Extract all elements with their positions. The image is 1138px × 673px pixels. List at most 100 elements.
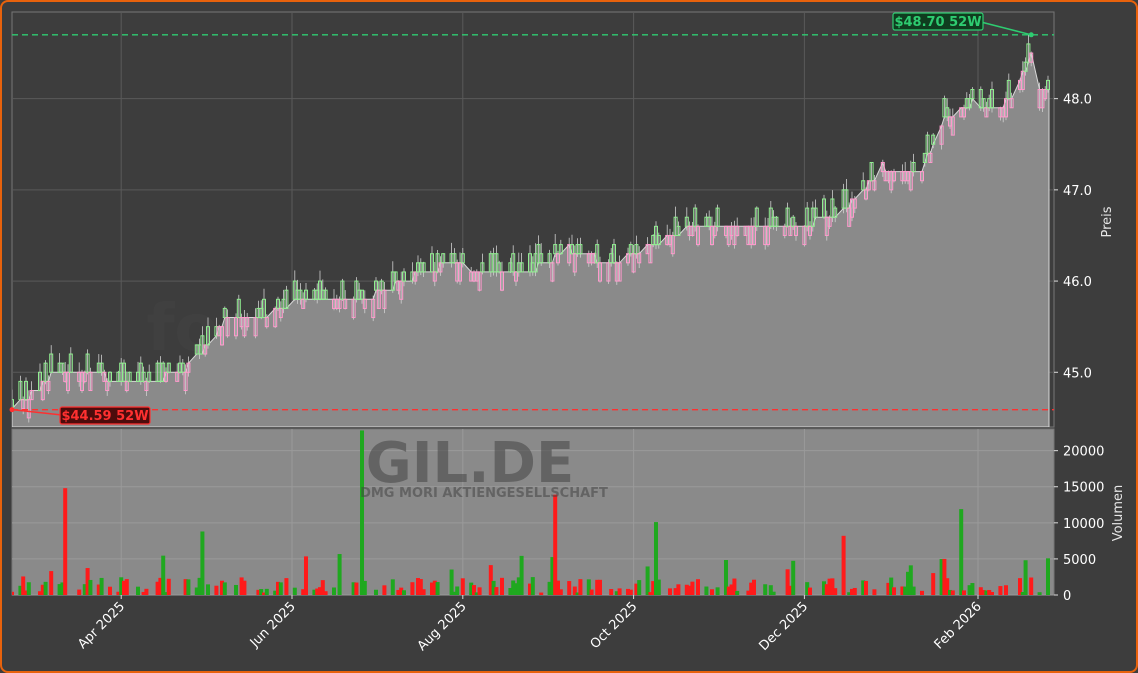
volume-bar	[141, 591, 146, 595]
volume-bar	[626, 588, 630, 595]
volume-bar	[21, 576, 26, 595]
volume-bar	[323, 591, 328, 595]
y-tick-label: 5000	[1063, 553, 1096, 568]
candle-body	[1004, 98, 1008, 118]
candle-body	[284, 289, 289, 309]
volume-bar	[903, 586, 908, 595]
candle-body	[222, 307, 227, 319]
candle-body	[124, 380, 129, 392]
candle-body	[278, 307, 283, 319]
candle-body	[430, 253, 434, 273]
volume-bar	[648, 592, 653, 595]
volume-bar	[200, 531, 205, 595]
candle-body	[693, 207, 698, 227]
volume-bar	[57, 584, 62, 595]
volume-bar	[687, 585, 692, 595]
volume-bar	[449, 569, 454, 595]
candle-body	[141, 371, 146, 382]
candle-body	[432, 271, 437, 282]
candle-body	[1023, 61, 1028, 72]
candle-body	[460, 253, 465, 264]
volume-bar	[360, 430, 364, 595]
volume-bar	[791, 560, 796, 595]
y-tick-label: 48.0	[1063, 93, 1092, 108]
volume-bar	[452, 591, 457, 595]
volume-bar	[785, 569, 790, 595]
candle-body	[40, 380, 45, 401]
candle-body	[273, 307, 278, 328]
candle-body	[676, 225, 681, 236]
candle-body	[598, 262, 602, 282]
volume-bar	[259, 589, 264, 595]
volume-bar	[292, 587, 297, 595]
volume-bar	[864, 580, 868, 595]
candle-body	[595, 244, 600, 264]
candle-body	[12, 399, 14, 410]
volume-bar	[337, 554, 342, 595]
candle-body	[399, 280, 404, 300]
volume-bar	[528, 583, 532, 595]
volume-bar	[788, 585, 793, 595]
volume-bar	[684, 584, 689, 595]
candle-body	[945, 107, 950, 118]
volume-bar	[304, 556, 308, 595]
candle-body	[735, 225, 740, 236]
volume-bar	[808, 587, 812, 595]
volume-bar	[416, 578, 420, 595]
candle-body	[827, 216, 832, 227]
price-y-axis: 45.0 46.0 47.0 48.0	[1054, 93, 1092, 381]
volume-bar	[578, 579, 583, 595]
watermark-ticker: GIL.DE	[366, 431, 575, 496]
volume-bar	[978, 587, 983, 595]
volume-bar	[234, 584, 238, 595]
volume-bar	[318, 587, 322, 595]
candle-body	[922, 152, 927, 163]
volume-bar	[676, 584, 681, 595]
volume-bar	[262, 592, 266, 595]
volume-bar	[654, 522, 658, 595]
candle-body	[477, 271, 482, 291]
volume-bar	[351, 582, 356, 595]
candle-body	[911, 161, 916, 173]
volume-panel	[11, 428, 1055, 596]
candle-body	[26, 399, 31, 419]
volume-bar	[645, 566, 650, 595]
y-tick-label: 15000	[1063, 481, 1104, 496]
candle-body	[931, 134, 936, 145]
candle-body	[808, 225, 812, 236]
candle-body	[234, 317, 238, 337]
volume-bar	[276, 581, 280, 595]
annotation-arrow	[11, 408, 63, 416]
volume-bar	[108, 586, 112, 595]
volume-bar	[586, 579, 591, 595]
annotation-point	[9, 407, 15, 413]
volume-bar	[99, 577, 104, 595]
volume-bar	[24, 590, 28, 595]
volume-bars	[12, 430, 1050, 595]
volume-bar	[656, 579, 661, 595]
candle-body	[108, 371, 112, 382]
volume-y-axis: 0 5000 10000 15000 20000	[1054, 445, 1104, 604]
volume-bar	[861, 580, 866, 595]
candle-body	[276, 298, 280, 309]
volume-bar	[332, 587, 336, 595]
volume-bar	[194, 587, 199, 595]
candle-body	[631, 253, 636, 273]
candle-body	[262, 298, 266, 319]
candle-body	[253, 317, 258, 337]
volume-bar	[88, 579, 93, 595]
volume-bar	[530, 577, 535, 595]
volume-bar	[222, 582, 227, 595]
volume-bar	[435, 582, 440, 595]
candle-body	[626, 253, 630, 264]
volume-bar	[164, 592, 168, 595]
candle-body	[754, 207, 759, 227]
volume-bar	[421, 589, 426, 595]
candle-body	[872, 180, 877, 191]
volume-bar	[805, 582, 810, 595]
annotation-label: $44.59 52W	[61, 409, 148, 424]
volume-bar	[301, 589, 306, 595]
volume-bar	[892, 587, 896, 595]
candle-body	[866, 180, 871, 191]
